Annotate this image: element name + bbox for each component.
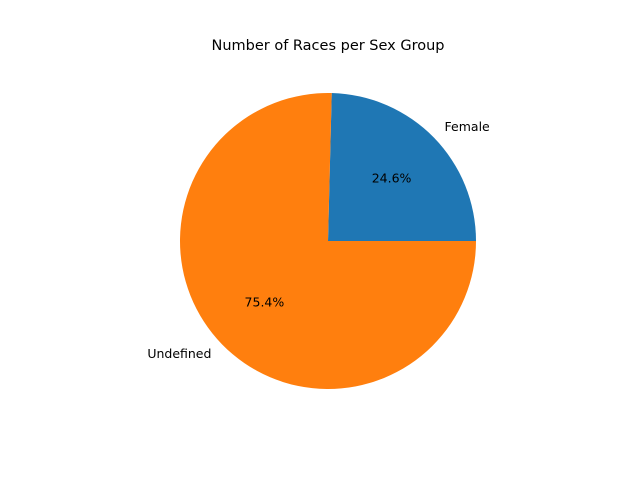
chart-title: Number of Races per Sex Group [211,38,444,54]
pie-labels: Female 24.6% Undefined 75.4% [147,119,490,361]
percent-label-undefined: 75.4% [245,295,285,310]
percent-label-female: 24.6% [372,171,412,186]
pie-slice-undefined [180,93,477,390]
slice-label-female: Female [445,119,491,134]
pie-slices [180,93,477,390]
pie-slice-female [328,93,476,241]
slice-label-undefined: Undefined [147,346,211,361]
